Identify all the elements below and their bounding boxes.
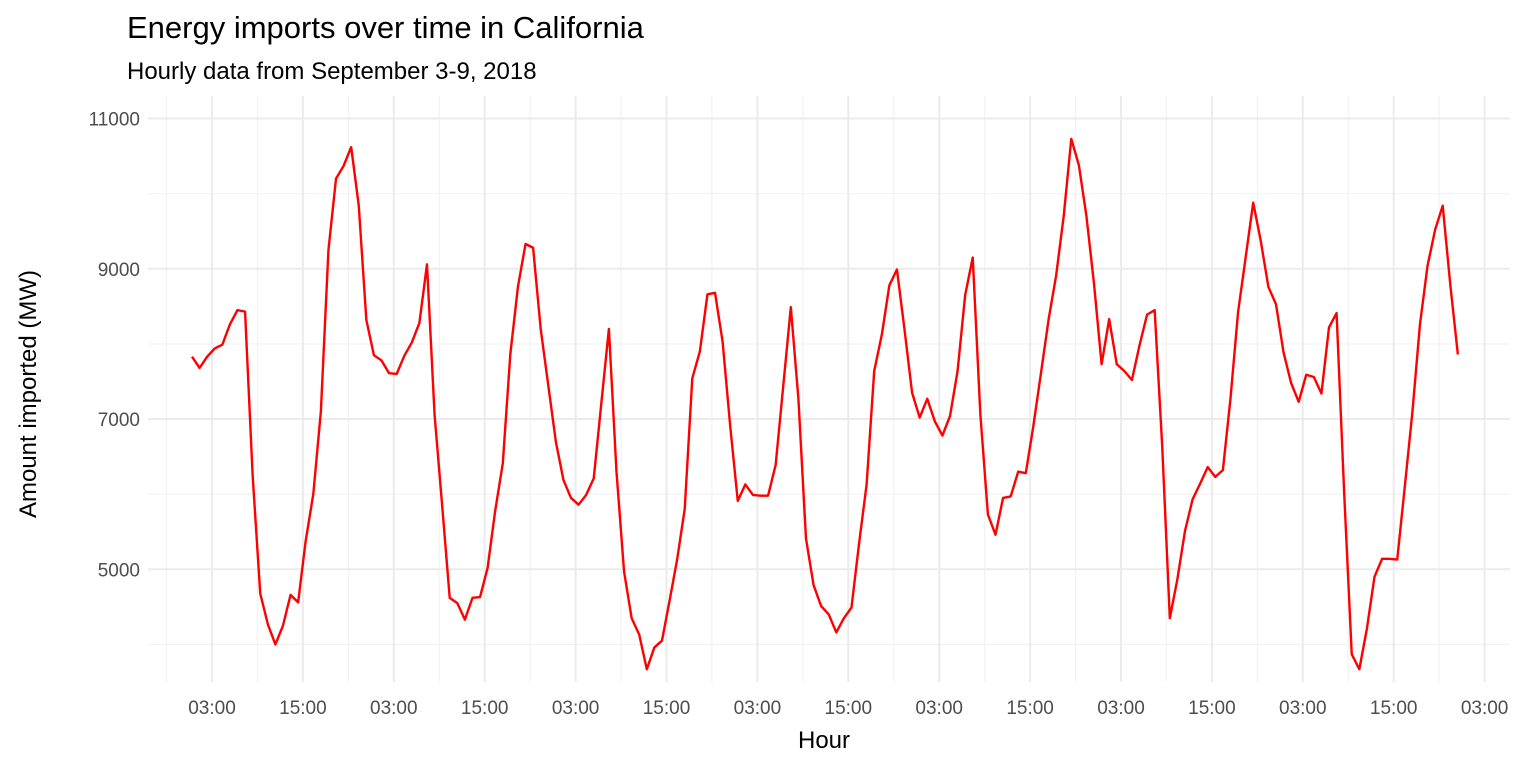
x-tick-label: 15:00	[1370, 698, 1418, 719]
x-axis-title: Hour	[798, 727, 850, 754]
y-tick-label: 11000	[89, 110, 140, 131]
y-tick-label: 7000	[98, 410, 140, 431]
series-line	[191, 137, 1460, 671]
chart-subtitle: Hourly data from September 3-9, 2018	[127, 58, 537, 85]
x-tick-label: 15:00	[1006, 698, 1054, 719]
x-tick-label: 03:00	[370, 698, 418, 719]
x-tick-label: 15:00	[461, 698, 509, 719]
x-tick-label: 15:00	[825, 698, 873, 719]
y-tick-label: 9000	[98, 260, 140, 281]
x-tick-label: 15:00	[643, 698, 691, 719]
y-axis-title: Amount imported (MW)	[15, 270, 42, 518]
x-tick-label: 03:00	[734, 698, 782, 719]
major-gridlines	[148, 96, 1510, 682]
x-tick-label: 03:00	[915, 698, 963, 719]
minor-gridlines	[148, 96, 1510, 682]
x-tick-label: 03:00	[552, 698, 600, 719]
x-tick-label: 03:00	[188, 698, 236, 719]
series-layer	[191, 137, 1460, 671]
x-tick-label: 03:00	[1279, 698, 1327, 719]
x-tick-label: 03:00	[1461, 698, 1509, 719]
x-tick-labels: 03:00 15:00 03:00 15:00 03:00 15:00 03:00 15:00…	[188, 698, 1508, 719]
y-tick-labels: 5000 7000 9000 11000	[89, 110, 140, 582]
x-tick-label: 15:00	[279, 698, 327, 719]
y-tick-label: 5000	[98, 560, 140, 581]
x-tick-label: 15:00	[1188, 698, 1236, 719]
chart-title: Energy imports over time in California	[127, 10, 644, 45]
x-tick-label: 03:00	[1097, 698, 1145, 719]
